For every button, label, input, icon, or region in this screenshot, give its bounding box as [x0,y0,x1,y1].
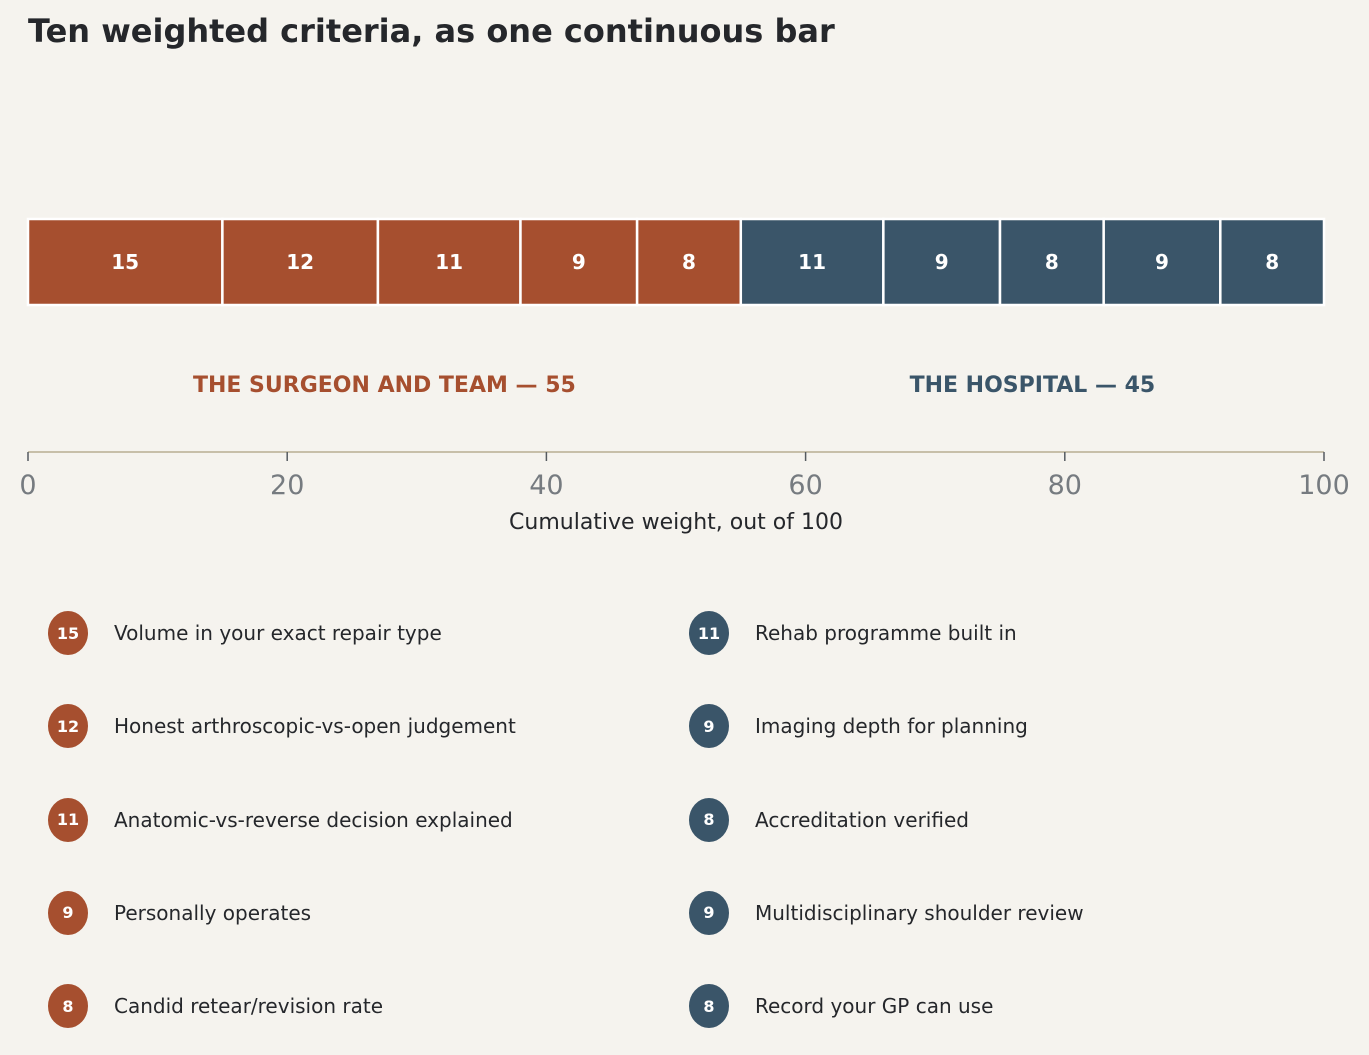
legend-weight-badge: 11 [48,797,88,842]
legend-weight-badge: 15 [48,611,88,655]
bar-segment [26,217,224,307]
legend-criterion-label: Candid retear/revision rate [114,994,384,1018]
x-tick-label: 0 [19,470,36,501]
bar-segment-value-label: 11 [435,250,463,274]
bar-segment [1102,217,1222,307]
legend-item: 15 Volume in your exact repair type [48,610,442,656]
bar-segment [376,217,522,307]
legend-criterion-label: Honest arthroscopic-vs-open judgement [114,714,516,739]
x-tick-label: 100 [1298,470,1350,501]
group-labels: THE SURGEON AND TEAM — 55 THE HOSPITAL — … [193,373,1155,398]
legend-item: 11 Anatomic-vs-reverse decision explained [48,797,513,843]
legend-weight-badge: 12 [48,704,88,749]
bar-segment [998,217,1105,307]
bar-segment [519,217,639,307]
bar-segment-value-label: 8 [682,250,696,274]
bar-segment [635,217,743,307]
legend-criterion-label: Imaging depth for planning [755,714,1028,739]
legend-criterion-label: Volume in your exact repair type [114,621,442,645]
legend-item: 9 Imaging depth for planning [689,703,1028,749]
bar-segment [221,217,380,307]
legend-weight-badge: 8 [689,797,729,842]
bar-segment-value-label: 9 [572,250,586,274]
legend-item: 9 Personally operates [48,890,311,936]
bar-segment [1219,217,1326,307]
legend-weight-badge: 9 [48,890,88,935]
legend-criterion-label: Multidisciplinary shoulder review [755,900,1084,925]
legend-weight-badge: 8 [48,984,88,1028]
legend-weight-badge: 8 [689,984,729,1028]
legend-weight-badge: 9 [689,890,729,935]
legend-criterion-label: Record your GP can use [755,994,994,1018]
x-axis-label: Cumulative weight, out of 100 [509,510,843,535]
bar-segments: 15 12 11 9 8 11 9 8 9 8 [26,217,1326,307]
chart-title: Ten weighted criteria, as one continuous… [28,12,835,50]
bar-segment-value-label: 9 [935,250,949,274]
bar-segment-value-label: 15 [111,250,139,274]
legend-item: 8 Candid retear/revision rate [48,983,383,1029]
x-axis: 0 20 40 60 80 100 [19,451,1350,501]
x-tick-label: 40 [529,470,563,501]
legend-criterion-label: Anatomic-vs-reverse decision explained [114,807,513,832]
legend-weight-badge: 9 [689,704,729,749]
legend-criterion-label: Accreditation verified [755,807,969,832]
legend-weight-badge: 11 [689,611,729,655]
bar-segment-value-label: 8 [1265,250,1279,274]
x-tick-label: 80 [1048,470,1082,501]
x-tick-label: 20 [270,470,304,501]
legend-item: 8 Accreditation verified [689,797,969,843]
legend-item: 8 Record your GP can use [689,983,993,1029]
legend-item: 9 Multidisciplinary shoulder review [689,890,1084,936]
bar-segment [739,217,885,307]
bar-segment-value-label: 8 [1045,250,1059,274]
legend-item: 11 Rehab programme built in [689,610,1017,656]
x-tick-label: 60 [788,470,822,501]
legend-item: 12 Honest arthroscopic-vs-open judgement [48,703,516,749]
legend-criterion-label: Personally operates [114,900,312,925]
bar-segment-value-label: 11 [798,250,826,274]
legend-criterion-label: Rehab programme built in [755,621,1017,645]
group-label: THE HOSPITAL — 45 [910,373,1156,398]
group-label: THE SURGEON AND TEAM — 55 [193,373,576,398]
bar-segment-value-label: 12 [286,250,314,274]
stacked-weight-bar-chart: 15 12 11 9 8 11 9 8 9 8 THE SURGEON AND TEAM — 55… [19,217,1350,535]
bar-segment-value-label: 9 [1155,250,1169,274]
